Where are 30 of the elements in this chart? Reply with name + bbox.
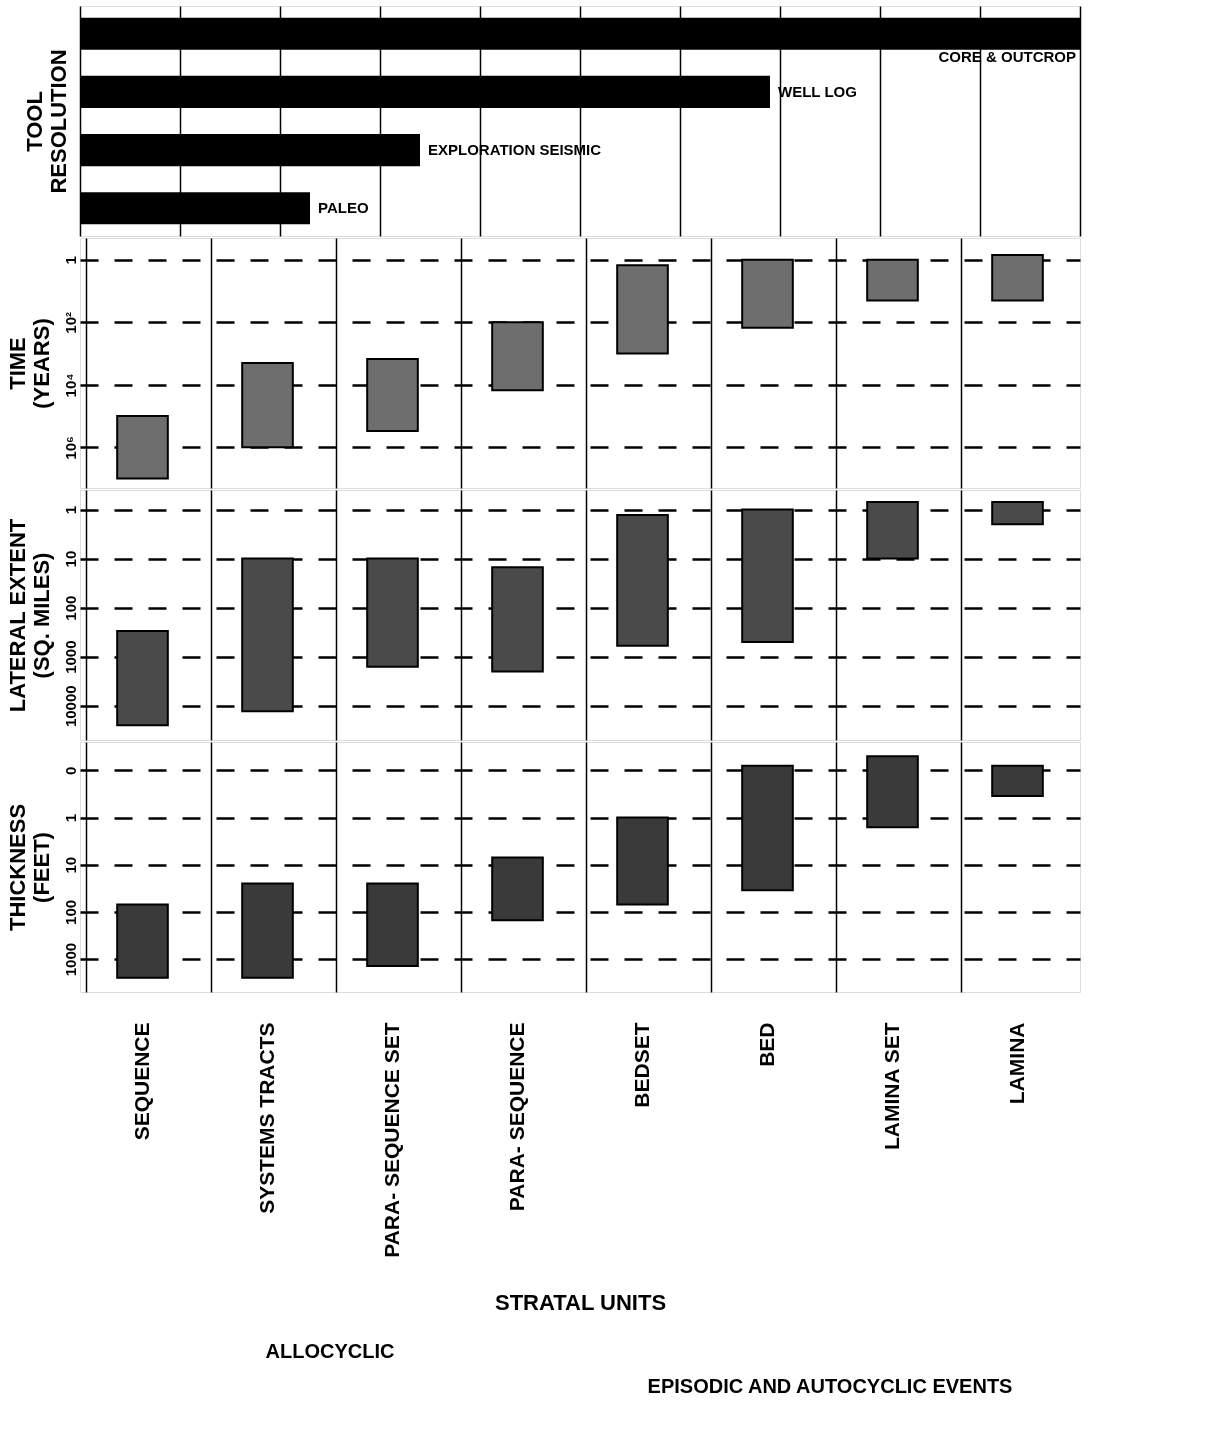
y-axis-title: LATERAL EXTENT (SQ. MILES) (4, 518, 54, 713)
text: EPISODIC AND AUTOCYCLIC EVENTS (647, 1375, 1013, 1397)
text: ALLOCYCLIC (265, 1340, 395, 1362)
y-tick-label: 10000 (61, 685, 79, 728)
y-tick-label: PALEO (318, 199, 369, 217)
x-tick-label: SEQUENCE (129, 1022, 153, 1141)
x-tick-label: SYSTEMS TRACTS (254, 1022, 278, 1214)
x-tick-label: PARA- SEQUENCE (504, 1022, 528, 1212)
x-tick-label: BEDSET (629, 1022, 653, 1108)
y-tick-label: 1 (61, 813, 79, 823)
y-tick-label: 10⁶ (61, 436, 79, 460)
y-axis-title: THICKNESS (FEET) (4, 803, 54, 932)
y-tick-label: 10² (61, 312, 79, 334)
x-tick-label: LAMINA (1004, 1022, 1028, 1105)
y-tick-label: 100 (61, 595, 79, 621)
y-axis-title: TOOL RESOLUTION (21, 49, 71, 194)
x-tick-label: PARA- SEQUENCE SET (379, 1022, 403, 1258)
y-tick-label: 1 (61, 256, 79, 265)
y-tick-label: 1000 (61, 942, 79, 977)
y-tick-label: 10 (61, 550, 79, 568)
y-tick-label: 1 (61, 505, 79, 515)
y-tick-label: 0 (61, 766, 79, 776)
y-tick-label: 100 (61, 899, 79, 925)
y-tick-label: 10⁴ (61, 373, 79, 398)
y-axis-title: TIME (YEARS) (4, 318, 54, 409)
x-tick-label: LAMINA SET (879, 1022, 903, 1151)
y-tick-label: 10 (61, 856, 79, 874)
y-tick-label: 1000 (61, 640, 79, 674)
x-axis-title: STRATAL UNITS (494, 1289, 667, 1315)
x-tick-label: BED (754, 1022, 778, 1067)
